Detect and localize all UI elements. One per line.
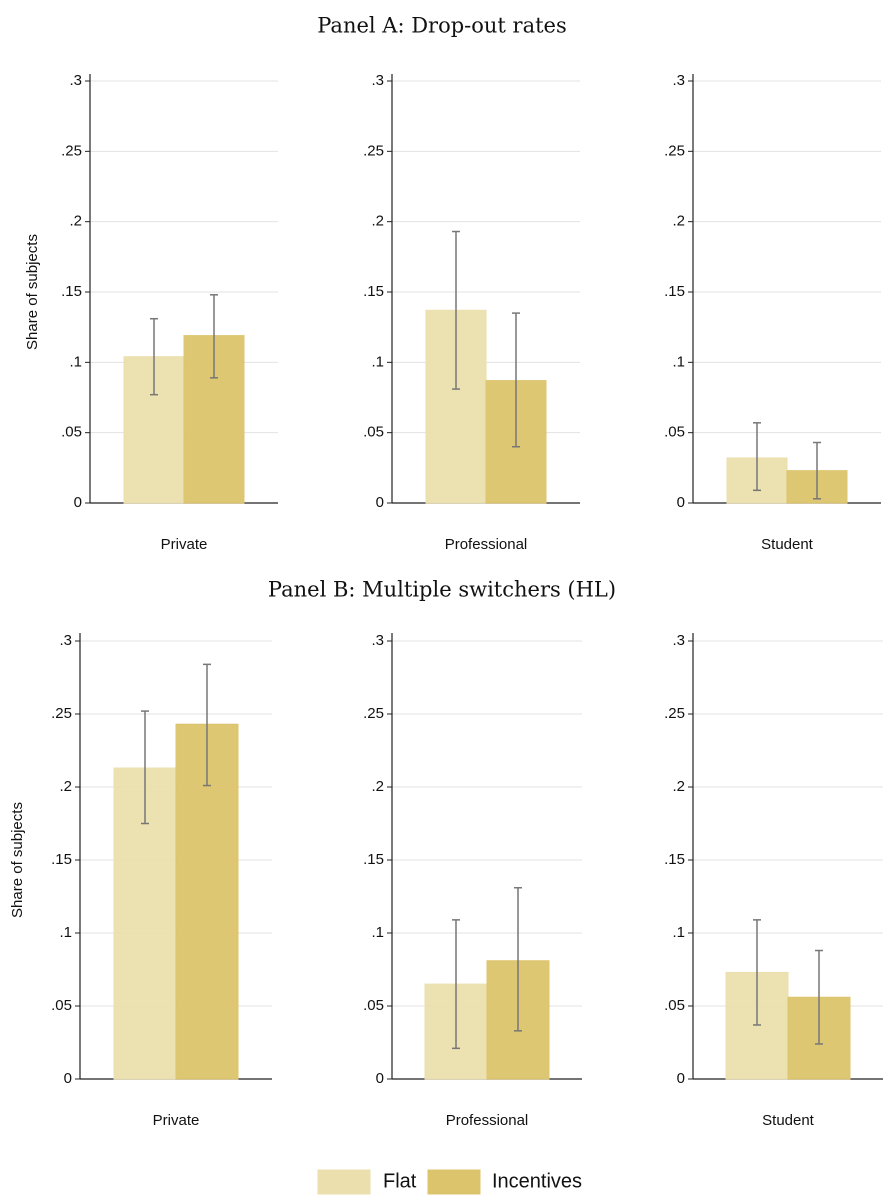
y-tick-label: .3 xyxy=(672,72,685,89)
y-tick-label: .25 xyxy=(664,705,685,722)
y-tick-label: 0 xyxy=(74,494,82,511)
y-tick-label: .25 xyxy=(61,142,82,159)
y-tick-label: .05 xyxy=(363,997,384,1014)
y-tick-label: .2 xyxy=(672,213,685,230)
y-tick-label: .3 xyxy=(672,632,685,649)
y-tick-label: 0 xyxy=(64,1070,72,1087)
y-tick-label: .05 xyxy=(664,424,685,441)
y-tick-label: .1 xyxy=(371,924,384,941)
y-tick-label: .05 xyxy=(664,997,685,1014)
y-tick-label: .3 xyxy=(69,72,82,89)
y-tick-label: 0 xyxy=(376,1070,384,1087)
y-tick-label: .05 xyxy=(363,424,384,441)
y-tick-label: .1 xyxy=(371,353,384,370)
y-tick-label: .15 xyxy=(61,283,82,300)
y-tick-label: .1 xyxy=(672,353,685,370)
x-tick-label: Student xyxy=(762,1112,815,1129)
y-tick-label: .15 xyxy=(664,851,685,868)
y-tick-label: .2 xyxy=(371,778,384,795)
legend-swatch xyxy=(317,1169,371,1195)
y-tick-label: 0 xyxy=(677,1070,685,1087)
y-tick-label: .2 xyxy=(371,213,384,230)
y-tick-label: .25 xyxy=(51,705,72,722)
y-tick-label: .15 xyxy=(363,283,384,300)
y-axis-label: Share of subjects xyxy=(24,234,41,350)
y-tick-label: .25 xyxy=(363,142,384,159)
x-tick-label: Professional xyxy=(445,536,528,553)
y-axis-label: Share of subjects xyxy=(9,802,26,918)
y-tick-label: .2 xyxy=(672,778,685,795)
y-tick-label: .15 xyxy=(363,851,384,868)
x-tick-label: Student xyxy=(761,536,814,553)
panel-title: Panel A: Drop-out rates xyxy=(317,14,567,38)
x-tick-label: Private xyxy=(153,1112,200,1129)
y-tick-label: 0 xyxy=(677,494,685,511)
x-tick-label: Professional xyxy=(446,1112,529,1129)
legend-label: Incentives xyxy=(492,1170,582,1192)
x-tick-label: Private xyxy=(161,536,208,553)
y-tick-label: .05 xyxy=(51,997,72,1014)
y-tick-label: .1 xyxy=(59,924,72,941)
legend-label: Flat xyxy=(383,1170,417,1192)
y-tick-label: .25 xyxy=(363,705,384,722)
y-tick-label: .1 xyxy=(672,924,685,941)
y-tick-label: .05 xyxy=(61,424,82,441)
y-tick-label: .15 xyxy=(51,851,72,868)
y-tick-label: .2 xyxy=(59,778,72,795)
legend-swatch xyxy=(427,1169,481,1195)
y-tick-label: .3 xyxy=(371,72,384,89)
panel-title: Panel B: Multiple switchers (HL) xyxy=(268,578,616,602)
y-tick-label: .15 xyxy=(664,283,685,300)
y-tick-label: .3 xyxy=(59,632,72,649)
y-tick-label: .1 xyxy=(69,353,82,370)
y-tick-label: .3 xyxy=(371,632,384,649)
y-tick-label: .2 xyxy=(69,213,82,230)
y-tick-label: .25 xyxy=(664,142,685,159)
y-tick-label: 0 xyxy=(376,494,384,511)
